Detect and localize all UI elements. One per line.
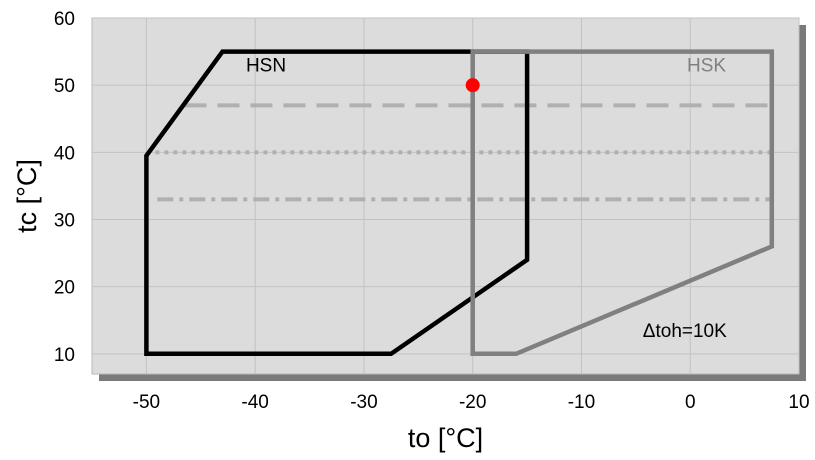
markers-group <box>465 78 480 93</box>
reference-lines <box>146 103 772 202</box>
x-tick-label: -40 <box>241 392 268 413</box>
x-tick-label: -10 <box>568 392 595 413</box>
y-tick-label: 60 <box>54 9 75 30</box>
x-tick-label: 0 <box>685 392 696 413</box>
y-axis-title: tc [°C] <box>12 159 42 233</box>
annotation-2: Δtoh=10K <box>643 321 727 342</box>
annotations-group: HSN HSK Δtoh=10K <box>246 56 727 342</box>
y-tick-label: 10 <box>54 345 75 366</box>
annotation-1: HSK <box>687 56 726 77</box>
operating-point-marker <box>465 78 480 93</box>
annotation-0: HSN <box>246 56 286 77</box>
x-tick-label: -20 <box>459 392 486 413</box>
y-tick-label: 20 <box>54 278 75 299</box>
series-group <box>144 49 775 357</box>
x-tick-labels: -50 -40 -30 -20 -10 0 10 <box>133 392 810 413</box>
x-axis-title: to [°C] <box>408 423 483 453</box>
y-tick-labels: 10 20 30 40 50 60 <box>54 9 75 366</box>
y-tick-label: 30 <box>54 211 75 232</box>
x-tick-label: -30 <box>350 392 377 413</box>
x-tick-label: -50 <box>133 392 160 413</box>
y-tick-label: 40 <box>54 143 75 164</box>
series-hsk-outline <box>470 49 775 357</box>
y-tick-label: 50 <box>54 76 75 97</box>
x-tick-label: 10 <box>788 392 809 413</box>
